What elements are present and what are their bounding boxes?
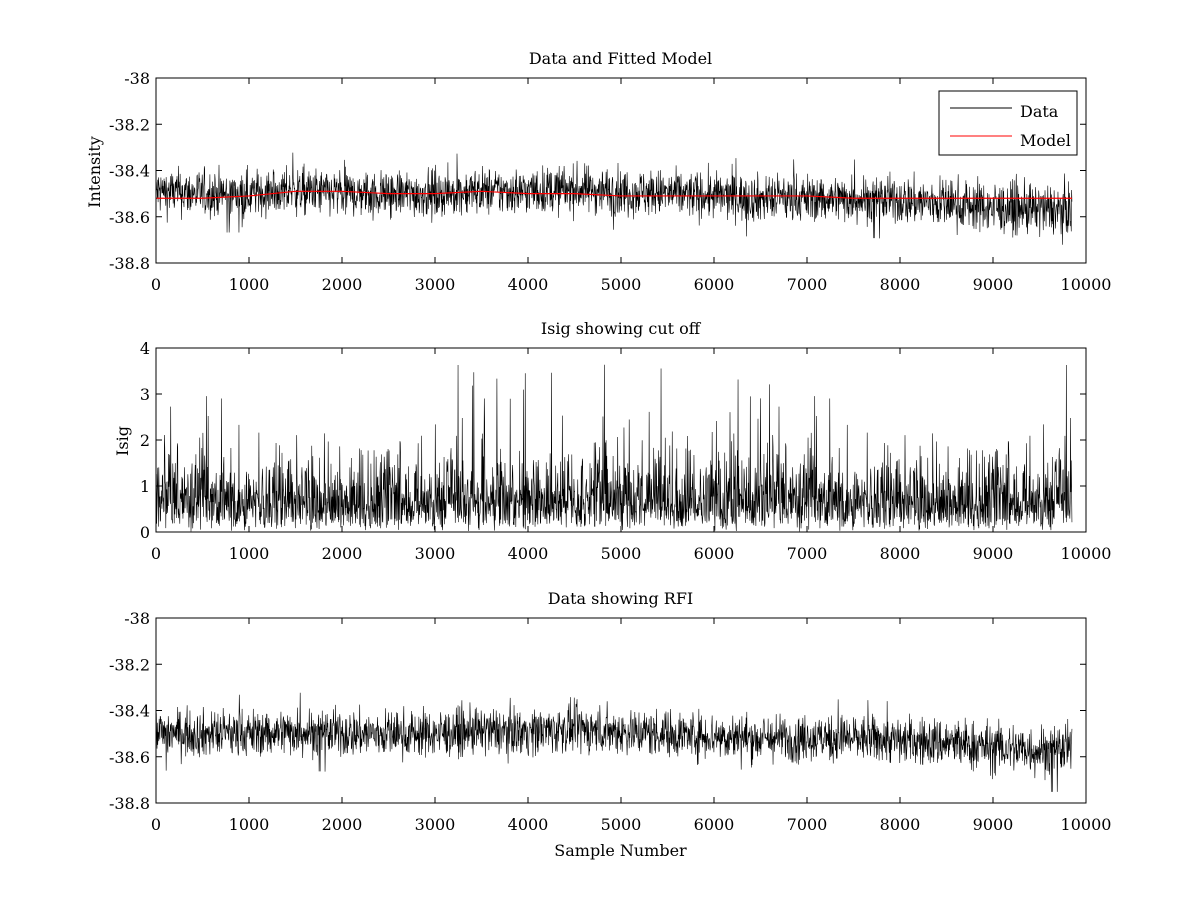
data-series-line-panel-1 xyxy=(155,152,1073,245)
x-tick-label: 4000 xyxy=(508,815,549,834)
y-tick-label: -38.8 xyxy=(109,254,150,273)
legend: Data Model xyxy=(938,90,1078,156)
legend-model-label: Model xyxy=(1020,131,1071,150)
y-tick-label: -38.2 xyxy=(109,655,150,674)
model-series-line xyxy=(156,190,1073,199)
data-series-line-panel-3 xyxy=(155,692,1073,792)
panel-data-and-fitted-model: Data and Fitted Model Intensity 0 1000 200… xyxy=(85,49,1111,294)
y-tick-label: -38.2 xyxy=(109,115,150,134)
y-tick-label: 1 xyxy=(140,477,150,496)
panel-3-xlabel: Sample Number xyxy=(554,841,687,860)
y-tick-label: -38 xyxy=(124,69,150,88)
panel-data-showing-rfi: Data showing RFI Sample Number 0 1000 2000… xyxy=(109,589,1111,860)
x-tick-label: 1000 xyxy=(229,544,270,563)
panel-3-plot-area xyxy=(155,692,1073,792)
x-tick-label: 2000 xyxy=(322,544,363,563)
y-tick-label: -38.6 xyxy=(109,208,150,227)
legend-box xyxy=(938,90,1078,156)
x-tick-label: 3000 xyxy=(415,275,456,294)
y-tick-label: 3 xyxy=(140,385,150,404)
panel-1-axes: 0 1000 2000 3000 4000 5000 6000 7000 8000 9000 100… xyxy=(109,69,1111,294)
panel-2-title: Isig showing cut off xyxy=(541,319,702,338)
x-tick-label: 0 xyxy=(151,544,161,563)
y-tick-label: -38.6 xyxy=(109,748,150,767)
x-tick-label: 8000 xyxy=(880,815,921,834)
isig-series-line xyxy=(155,364,1073,532)
x-tick-label: 9000 xyxy=(973,275,1014,294)
y-tick-label: 0 xyxy=(140,523,150,542)
legend-data-label: Data xyxy=(1020,102,1059,121)
x-tick-label: 4000 xyxy=(508,275,549,294)
x-tick-label: 3000 xyxy=(415,815,456,834)
y-tick-label: -38 xyxy=(124,609,150,628)
y-tick-label: -38.4 xyxy=(109,702,150,721)
x-tick-label: 5000 xyxy=(601,544,642,563)
x-tick-label: 4000 xyxy=(508,544,549,563)
x-tick-label: 10000 xyxy=(1061,815,1112,834)
panel-2-ylabel: Isig xyxy=(113,426,132,456)
x-tick-label: 9000 xyxy=(973,815,1014,834)
x-tick-label: 7000 xyxy=(787,815,828,834)
y-tick-label: 2 xyxy=(140,431,150,450)
x-tick-label: 2000 xyxy=(322,815,363,834)
panel-3-title: Data showing RFI xyxy=(548,589,693,608)
x-tick-label: 0 xyxy=(151,275,161,294)
x-tick-label: 1000 xyxy=(229,815,270,834)
x-tick-label: 8000 xyxy=(880,544,921,563)
panel-1-ylabel: Intensity xyxy=(85,136,104,208)
x-tick-label: 5000 xyxy=(601,815,642,834)
x-tick-label: 7000 xyxy=(787,275,828,294)
x-tick-label: 2000 xyxy=(322,275,363,294)
y-tick-label: -38.4 xyxy=(109,162,150,181)
y-tick-label: -38.8 xyxy=(109,794,150,813)
x-tick-label: 7000 xyxy=(787,544,828,563)
panel-1-plot-area xyxy=(155,152,1073,245)
x-tick-label: 6000 xyxy=(694,815,735,834)
x-tick-label: 8000 xyxy=(880,275,921,294)
panel-isig-showing-cut-off: Isig showing cut off Isig 0 1000 2000 3000 4… xyxy=(113,319,1111,563)
x-tick-label: 0 xyxy=(151,815,161,834)
x-tick-label: 10000 xyxy=(1061,544,1112,563)
panel-2-axes: 0 1000 2000 3000 4000 5000 6000 7000 8000 9000 100… xyxy=(140,339,1112,563)
panel-3-axes: 0 1000 2000 3000 4000 5000 6000 7000 8000 9000 100… xyxy=(109,609,1111,834)
x-tick-label: 1000 xyxy=(229,275,270,294)
x-tick-label: 6000 xyxy=(694,275,735,294)
x-tick-label: 10000 xyxy=(1061,275,1112,294)
panel-1-title: Data and Fitted Model xyxy=(529,49,712,68)
y-tick-label: 4 xyxy=(140,339,150,358)
x-tick-label: 9000 xyxy=(973,544,1014,563)
x-tick-label: 3000 xyxy=(415,544,456,563)
x-tick-label: 5000 xyxy=(601,275,642,294)
panel-2-plot-area xyxy=(155,364,1073,532)
x-tick-label: 6000 xyxy=(694,544,735,563)
